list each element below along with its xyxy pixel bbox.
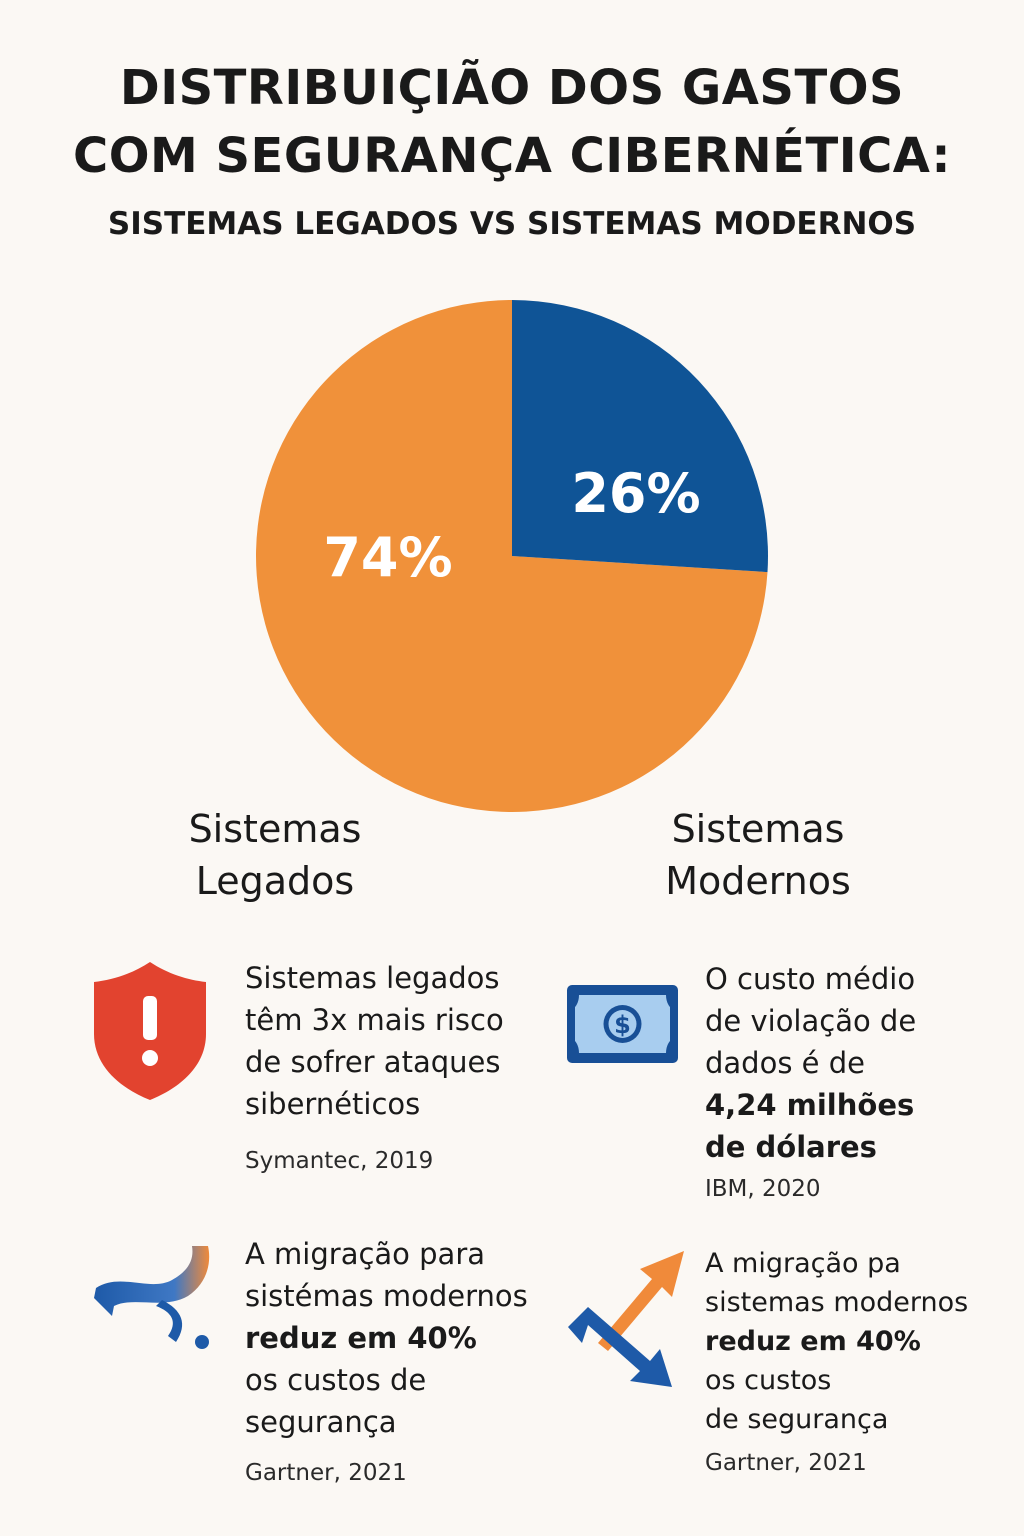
money-bill-icon: $ [567, 985, 678, 1063]
legacy-category-label: Sistemas Legados [130, 803, 420, 907]
svg-text:$: $ [614, 1011, 631, 1039]
shield-alert-icon [94, 962, 206, 1100]
migration-right-bold: reduz em 40% [705, 1326, 921, 1357]
cost-bold-line-1: 4,24 milhões [705, 1088, 915, 1122]
migration-right-line-4: de segurança [705, 1404, 889, 1435]
migration-left-line-2: sistémas modernos [245, 1279, 528, 1313]
risk-line-4: sibernéticos [245, 1087, 421, 1121]
title-line-1: DISTRIBUIÇIÃO DOS GASTOS [119, 60, 905, 116]
migration-right-line-2: sistemas modernos [705, 1287, 969, 1318]
migration-left-bold: reduz em 40% [245, 1321, 477, 1355]
modern-label-line-1: Sistemas [671, 807, 845, 851]
migration-left-source: Gartner, 2021 [245, 1460, 407, 1486]
migration-left-line-4: segurança [245, 1405, 397, 1439]
pie-slice-modern [512, 300, 768, 573]
risk-source: Symantec, 2019 [245, 1148, 434, 1174]
migration-arrow-icon [94, 1246, 210, 1349]
migration-left-line-1: A migração para [245, 1237, 486, 1271]
subtitle: SISTEMAS LEGADOS VS SISTEMAS MODERNOS [107, 206, 917, 242]
pie-label-legacy: 74% [323, 526, 452, 589]
legacy-label-line-2: Legados [195, 859, 355, 903]
cost-line-2: de violação de [705, 1004, 917, 1038]
cost-bold-line-2: de dólares [705, 1130, 877, 1164]
cost-source: IBM, 2020 [705, 1176, 821, 1202]
migration-right-text: A migração pa sistemas modernos reduz em… [705, 1244, 1005, 1439]
modern-category-label: Sistemas Modernos [613, 803, 903, 907]
migration-right-line-3: os custos [705, 1365, 832, 1396]
pie-label-modern: 26% [571, 462, 700, 525]
cost-fact-text: O custo médio de violação de dados é de … [705, 958, 1005, 1168]
title-line-2: COM SEGURANÇA CIBERNÉTICA: [72, 128, 952, 184]
risk-line-2: têm 3x mais risco [245, 1003, 504, 1037]
risk-line-3: de sofrer ataques [245, 1045, 501, 1079]
cost-line-3: dados é de [705, 1046, 865, 1080]
risk-line-1: Sistemas legados [245, 961, 500, 995]
legacy-label-line-1: Sistemas [188, 807, 362, 851]
pie-chart: 74% 26% [255, 300, 768, 812]
migration-right-line-1: A migração pa [705, 1248, 901, 1279]
risk-fact-text: Sistemas legados têm 3x mais risco de so… [245, 957, 565, 1125]
up-down-arrows-icon [568, 1251, 684, 1387]
pie-slice-legacy [255, 300, 768, 812]
migration-left-text: A migração para sistémas modernos reduz … [245, 1233, 565, 1443]
cost-line-1: O custo médio [705, 962, 916, 996]
migration-left-line-3: os custos de [245, 1363, 427, 1397]
modern-label-line-2: Modernos [665, 859, 851, 903]
migration-right-source: Gartner, 2021 [705, 1450, 867, 1476]
